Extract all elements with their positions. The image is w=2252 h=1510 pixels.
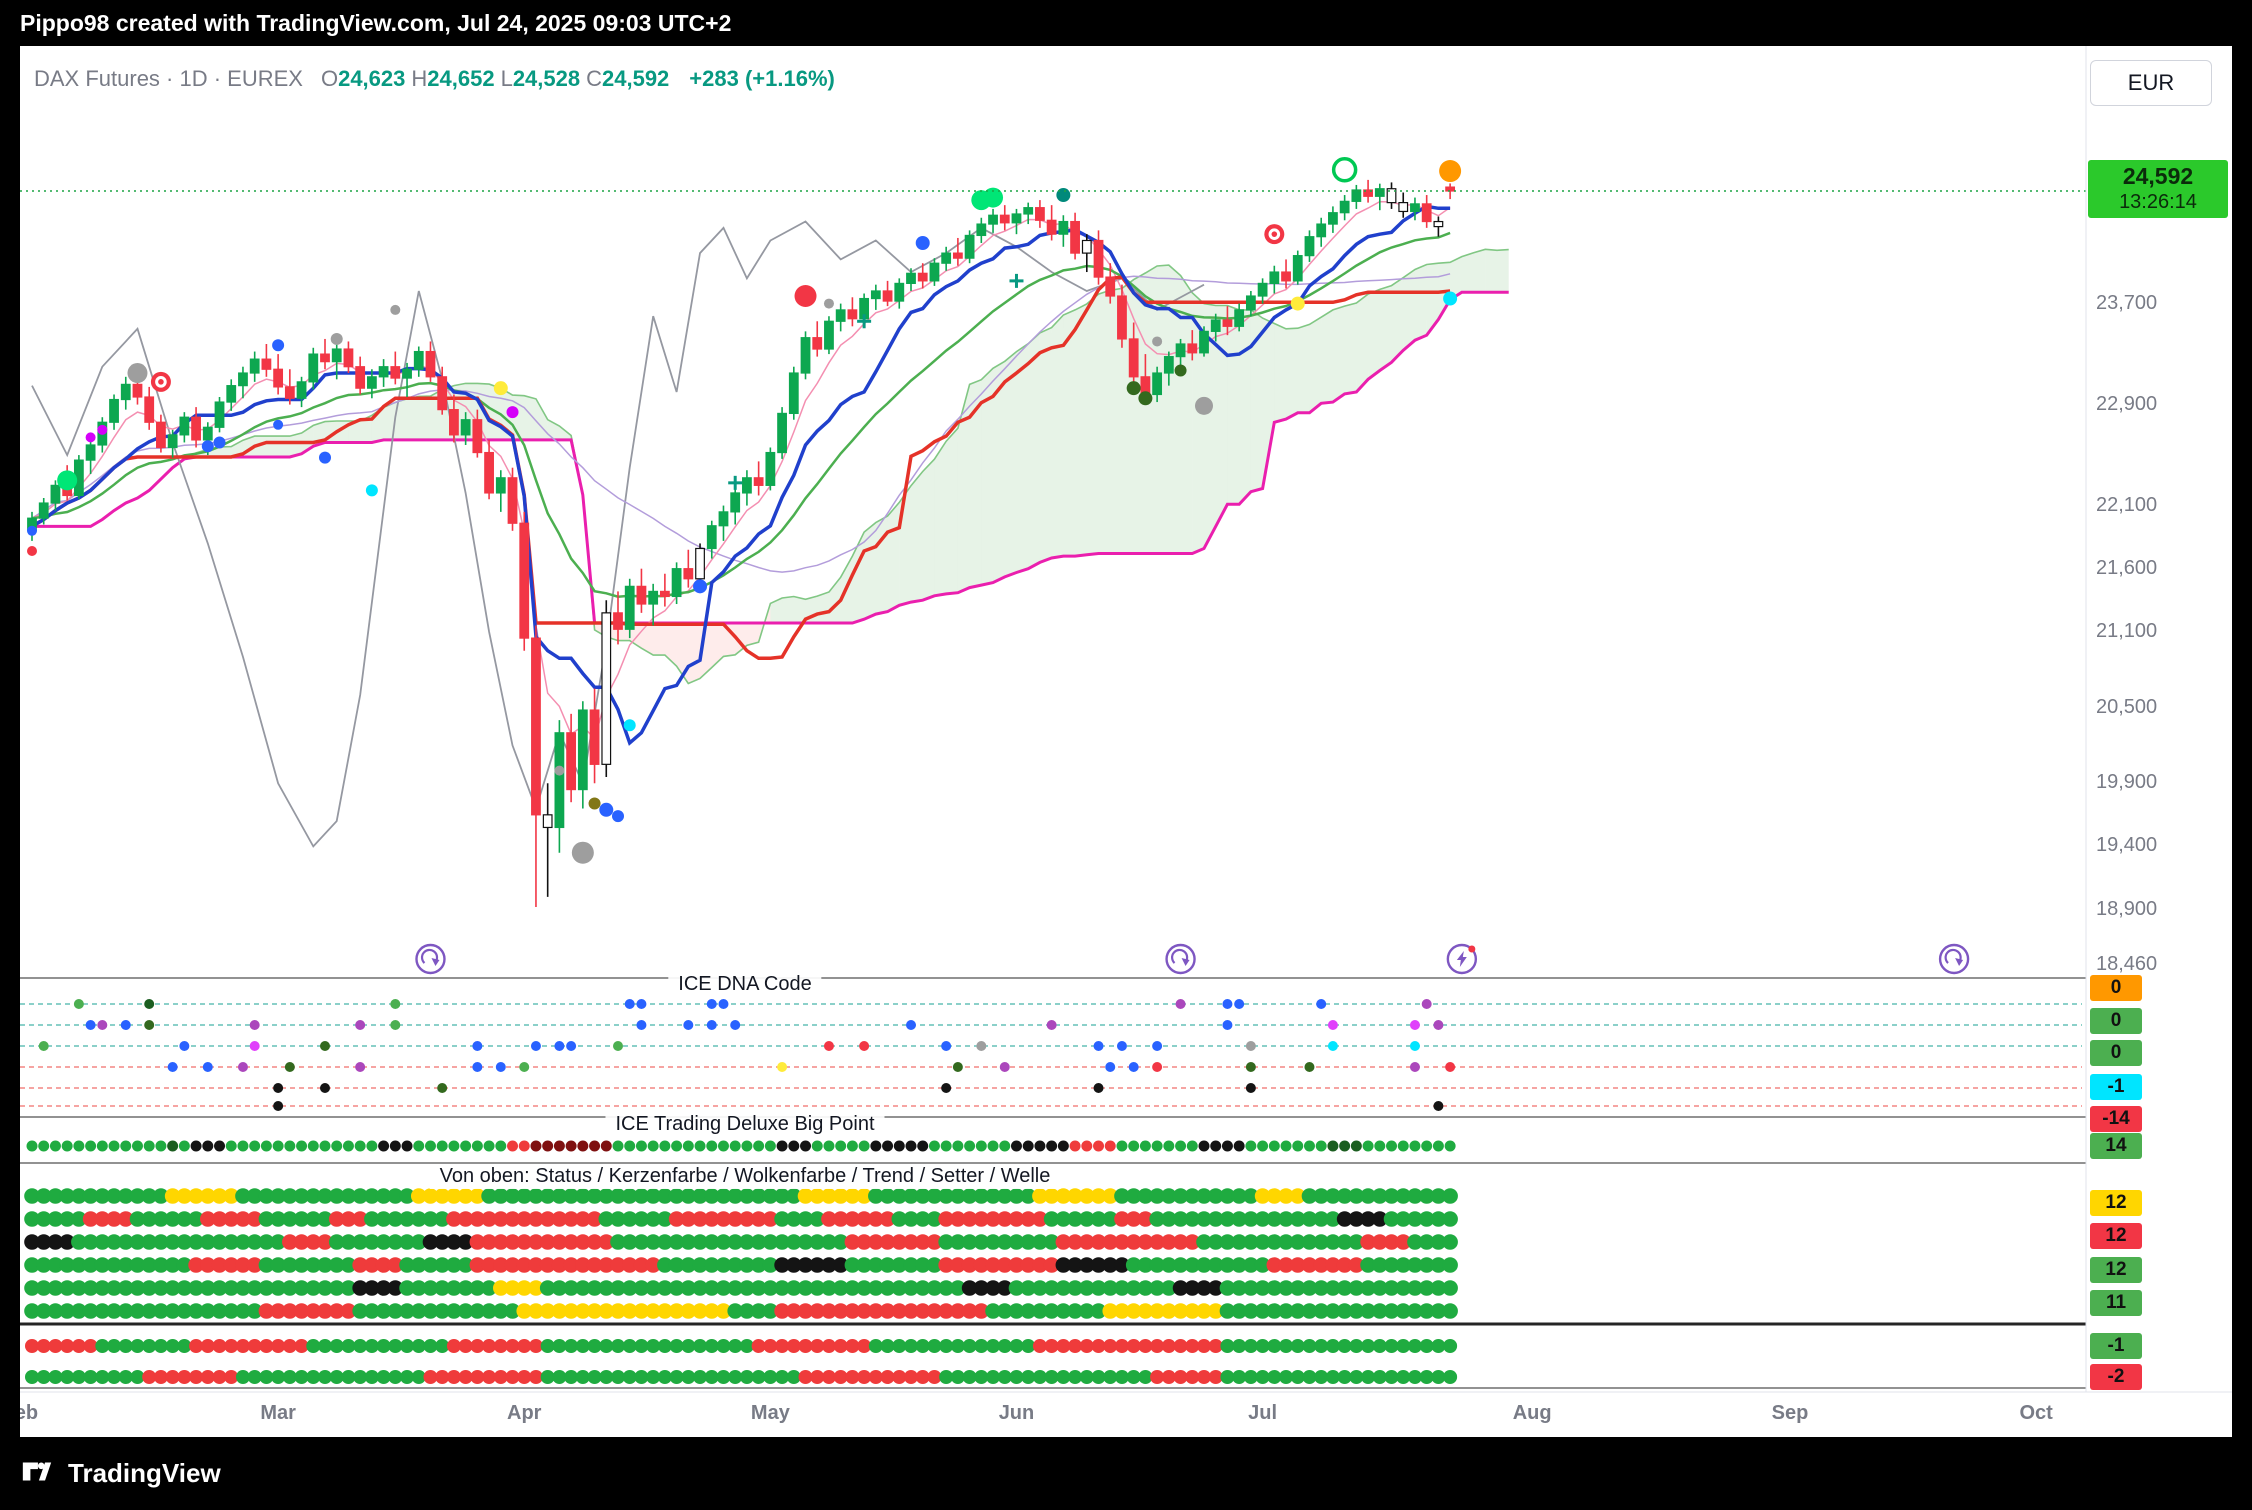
event-icons-layer: [415, 943, 1970, 975]
senkou-b-line: [32, 290, 1509, 625]
vonoben-value-badge: 12: [2090, 1257, 2142, 1283]
dna-value-badge: 0: [2090, 1040, 2142, 1066]
month-label-aug[interactable]: Aug: [1512, 1402, 1552, 1424]
price-scale-label: 19,900: [2096, 771, 2158, 794]
price-scale-label: 21,600: [2096, 556, 2158, 579]
time-axis[interactable]: Feb Mar Apr May Jun Jul Aug Sep Oct: [20, 1398, 2086, 1432]
price-scale-label: 18,900: [2096, 897, 2158, 920]
symbol-legend[interactable]: DAX Futures · 1D · EUREX O24,623 H24,652 L…: [34, 66, 835, 92]
footer-bar: TradingView: [0, 1437, 2252, 1510]
month-label-apr[interactable]: Apr: [507, 1402, 542, 1424]
vonoben-row-1: [24, 1188, 1458, 1204]
price-scale-label: 21,100: [2096, 619, 2158, 642]
ema5-line: [31, 200, 1451, 741]
mini-value-badge: -2: [2090, 1364, 2142, 1390]
mini-row-2: [25, 1370, 1458, 1384]
vonoben-row-2: [24, 1211, 1458, 1227]
price-scale-label: 18,460: [2096, 953, 2158, 976]
dna-dots-layer: [38, 999, 1456, 1111]
price-scale-label: 20,500: [2096, 695, 2158, 718]
dna-value-badge: 0: [2090, 975, 2142, 1001]
panel-title-vonoben: Von oben: Status / Kerzenfarbe / Wolkenf…: [429, 1164, 1061, 1189]
panel-title-bigpoint: ICE Trading Deluxe Big Point: [605, 1112, 885, 1137]
ohlc-label: O: [320, 66, 339, 91]
ema20-line: [31, 231, 1451, 598]
dna-value-badge: 0: [2090, 1008, 2142, 1034]
price-scale-label: 22,100: [2096, 493, 2158, 516]
month-label-oct[interactable]: Oct: [2019, 1402, 2053, 1424]
main-plot: [27, 157, 1509, 907]
last-price-value: 24,592: [2122, 163, 2194, 189]
tenkan-line: [31, 204, 1451, 746]
ohlc-value: 24,592: [602, 66, 670, 91]
vonoben-value-badge: 11: [2090, 1290, 2142, 1316]
month-label-jun[interactable]: Jun: [998, 1402, 1035, 1424]
candles-layer: [27, 179, 1456, 907]
kijun-line: [31, 275, 1451, 661]
month-label-jul[interactable]: Jul: [1248, 1402, 1278, 1424]
price-scale-label: 23,700: [2096, 291, 2158, 314]
ohlc-label: C: [586, 66, 602, 91]
bigpoint-value-badge: 14: [2090, 1133, 2142, 1159]
price-scale-label: 22,900: [2096, 392, 2158, 415]
vonoben-row-6: [24, 1303, 1458, 1319]
bigpoint-dots-layer: [26, 1140, 1456, 1152]
month-label-sep[interactable]: Sep: [1771, 1402, 1809, 1424]
bar-countdown: 13:26:14: [2119, 191, 2197, 213]
month-label-mar[interactable]: Mar: [260, 1402, 296, 1424]
month-label-may[interactable]: May: [750, 1402, 790, 1424]
dna-value-badge: -1: [2090, 1074, 2142, 1100]
tradingview-logo: [20, 1454, 54, 1493]
signal-markers-layer: [27, 157, 1462, 864]
ohlc-value: 24,652: [427, 66, 495, 91]
attribution-bar: Pippo98 created with TradingView.com, Ju…: [0, 0, 2252, 46]
vonoben-value-badge: 12: [2090, 1190, 2142, 1216]
ohlc-label: L: [500, 66, 513, 91]
ohlc-label: H: [411, 66, 428, 91]
mini-row-1: [25, 1339, 1458, 1353]
month-label-feb[interactable]: Feb: [20, 1402, 39, 1424]
ohlc-values: O24,623 H24,652 L24,528 C24,592: [315, 66, 669, 92]
dna-value-badge: -14: [2090, 1106, 2142, 1132]
panel-title-dna: ICE DNA Code: [668, 972, 822, 997]
senkou-a-line: [32, 248, 1509, 685]
last-price-badge: 24,592 13:26:14: [2088, 160, 2228, 218]
vonoben-row-4: [24, 1257, 1458, 1273]
ohlc-value: 24,528: [512, 66, 581, 91]
change-value: +283 (+1.16%): [689, 66, 835, 91]
price-scale-label: 19,400: [2096, 834, 2158, 857]
vonoben-row-5: [24, 1280, 1458, 1296]
ohlc-value: 24,623: [338, 66, 406, 91]
brand-name: TradingView: [68, 1458, 221, 1488]
mini-value-badge: -1: [2090, 1333, 2142, 1359]
currency-button[interactable]: EUR: [2090, 60, 2212, 106]
vonoben-value-badge: 12: [2090, 1223, 2142, 1249]
symbol-title: DAX Futures · 1D · EUREX: [34, 66, 303, 91]
vonoben-row-3: [24, 1234, 1458, 1250]
attribution-text: Pippo98 created with TradingView.com, Ju…: [20, 10, 732, 36]
